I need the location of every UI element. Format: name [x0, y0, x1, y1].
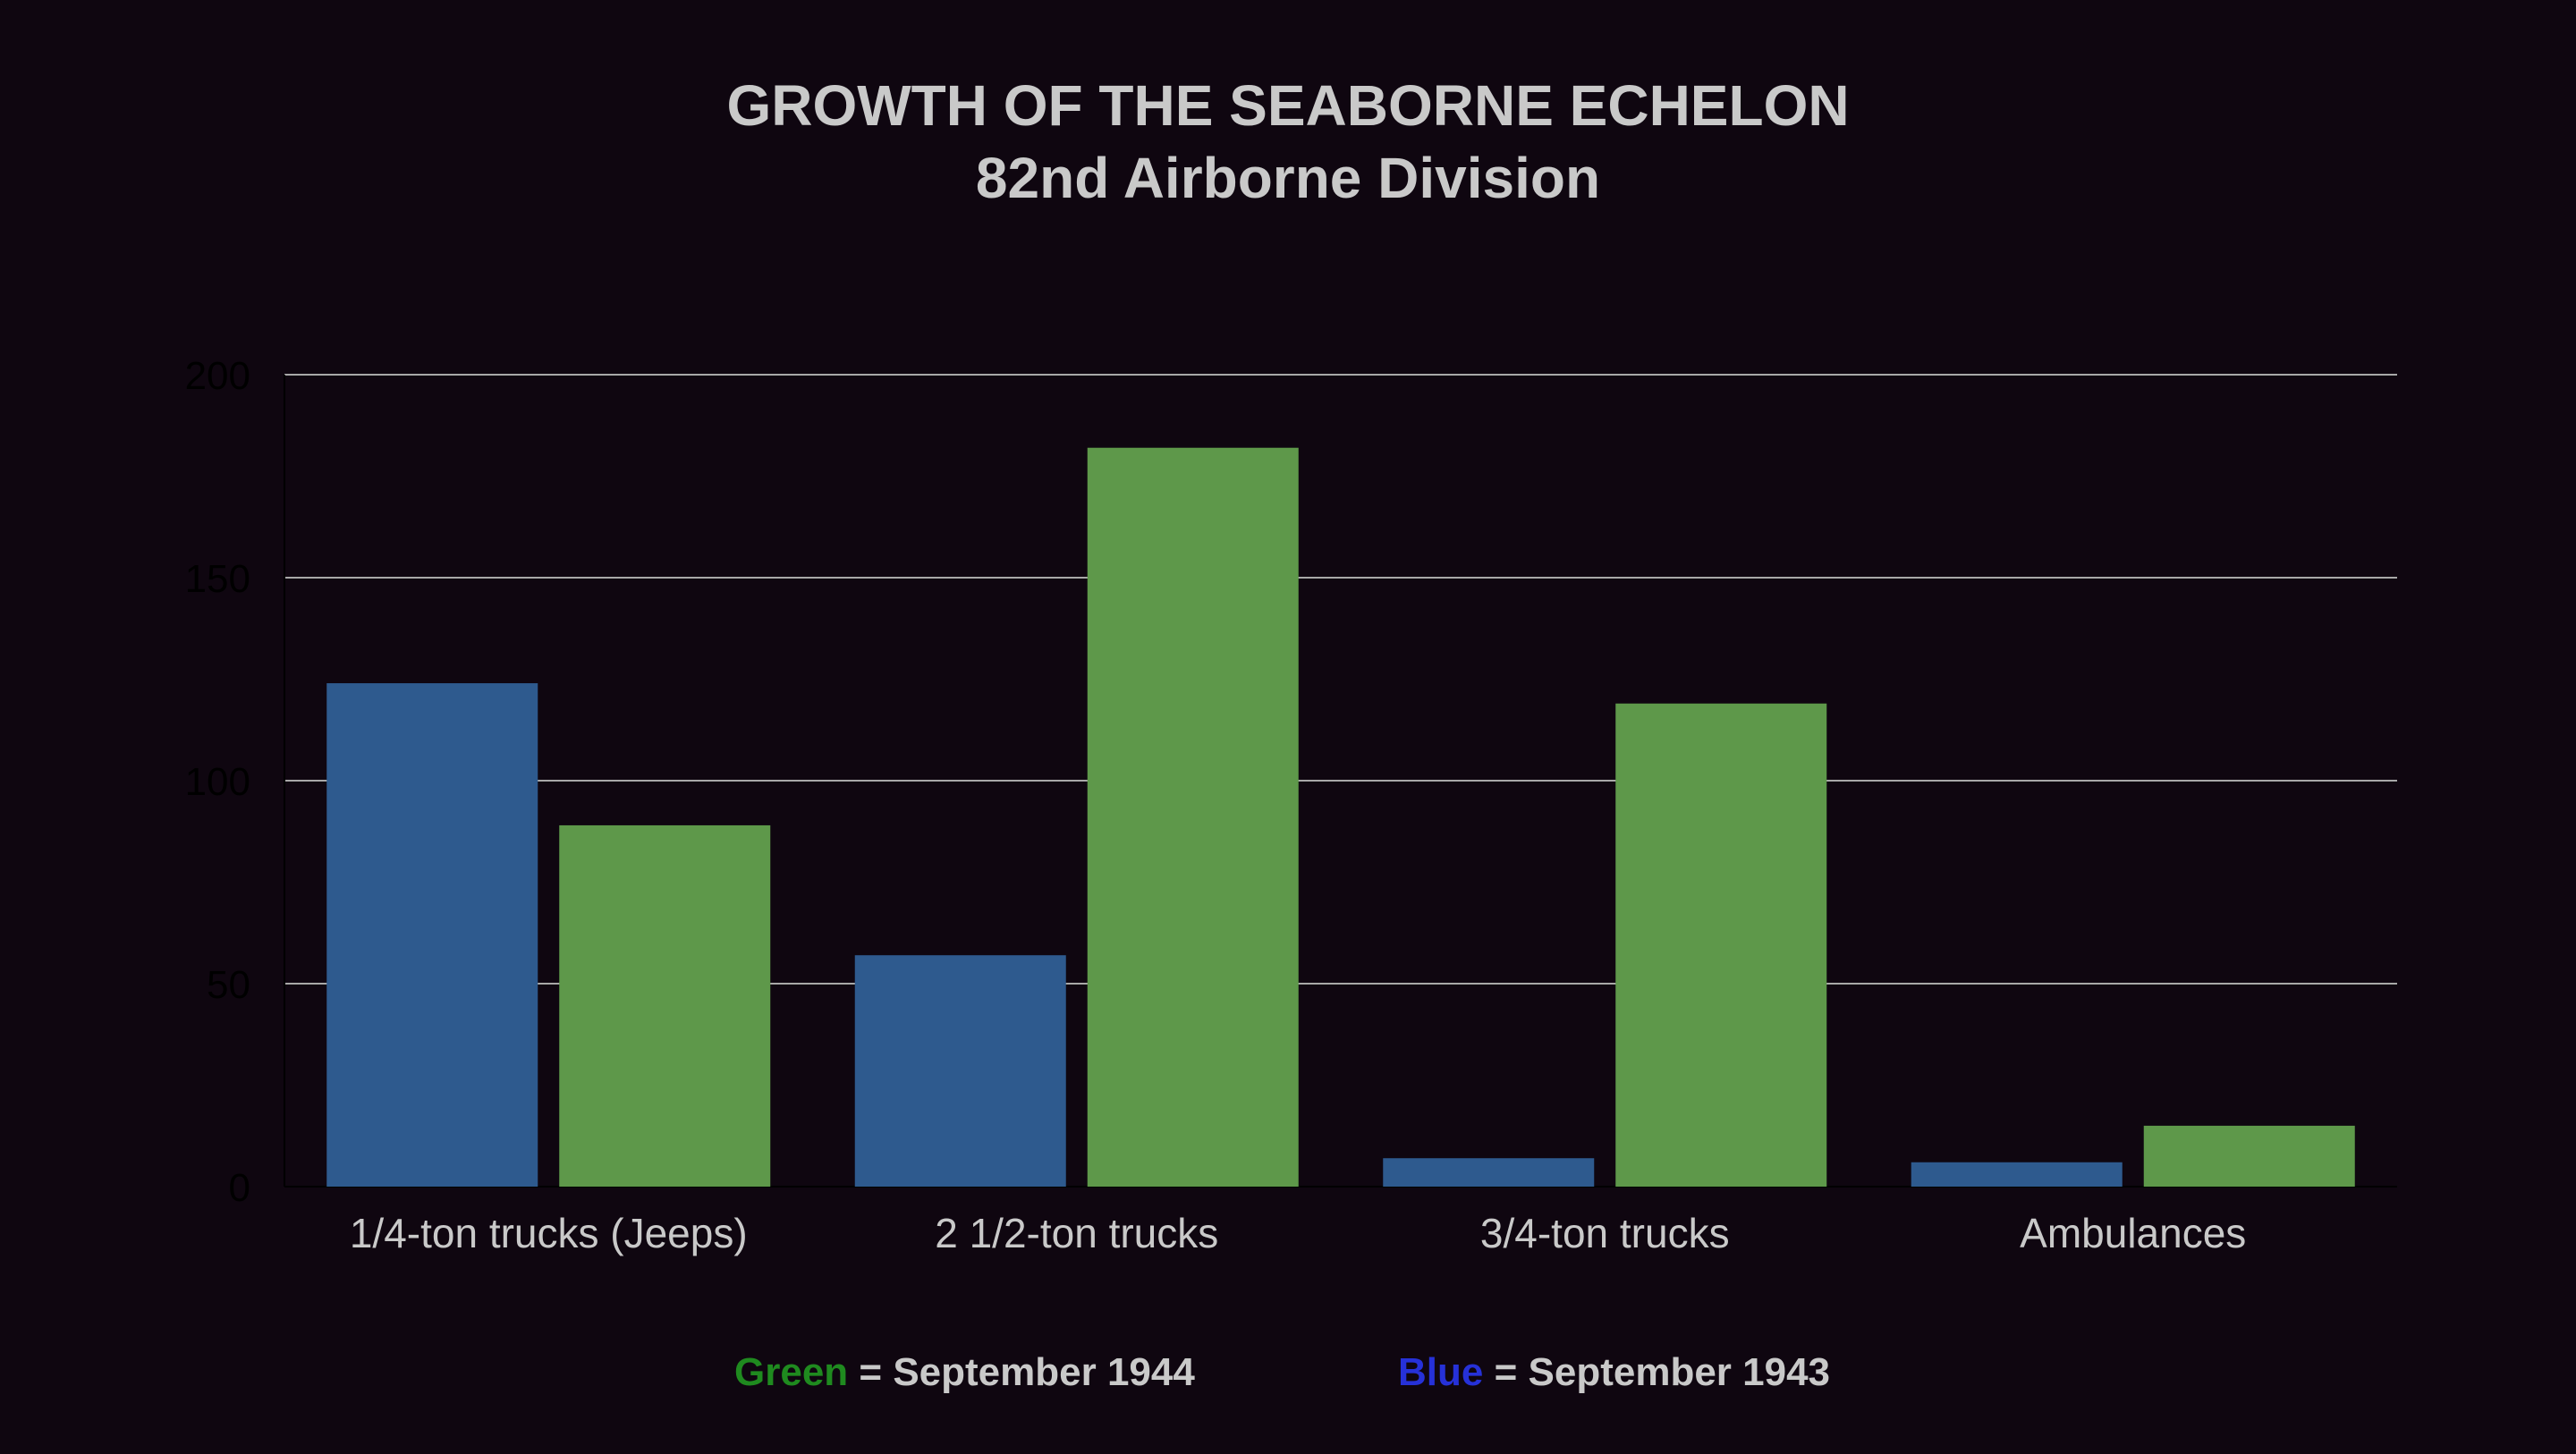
bar-sep-1944	[2143, 1125, 2355, 1187]
chart-subtitle: 82nd Airborne Division	[975, 146, 1601, 210]
bar-sep-1943	[854, 955, 1066, 1187]
y-tick-label: 0	[229, 1166, 250, 1210]
legend-item-september-1943: Blue = September 1943	[1398, 1353, 1830, 1392]
bar-sep-1943	[1911, 1162, 2123, 1187]
bar-sep-1943	[1383, 1158, 1595, 1187]
bar-sep-1943	[326, 683, 538, 1187]
chart-title: GROWTH OF THE SEABORNE ECHELON	[726, 73, 1850, 138]
legend-green-word: Green	[734, 1350, 849, 1394]
x-tick-label: 1/4-ton trucks (Jeeps)	[350, 1210, 748, 1256]
y-tick-label: 100	[185, 760, 250, 804]
legend-item-september-1944: Green = September 1944	[734, 1353, 1195, 1392]
x-tick-label: Ambulances	[2020, 1210, 2246, 1256]
legend-green-text: = September 1944	[848, 1350, 1195, 1394]
bar-sep-1944	[1087, 447, 1299, 1188]
legend-blue-word: Blue	[1398, 1350, 1484, 1394]
x-tick-label: 2 1/2-ton trucks	[935, 1210, 1218, 1256]
y-tick-label: 150	[185, 557, 250, 601]
y-tick-label: 200	[185, 354, 250, 398]
y-tick-label: 50	[207, 963, 250, 1007]
bar-sep-1944	[1615, 703, 1827, 1187]
x-tick-label: 3/4-ton trucks	[1480, 1210, 1730, 1256]
bar-sep-1944	[559, 824, 771, 1187]
legend-blue-text: = September 1943	[1483, 1350, 1831, 1394]
